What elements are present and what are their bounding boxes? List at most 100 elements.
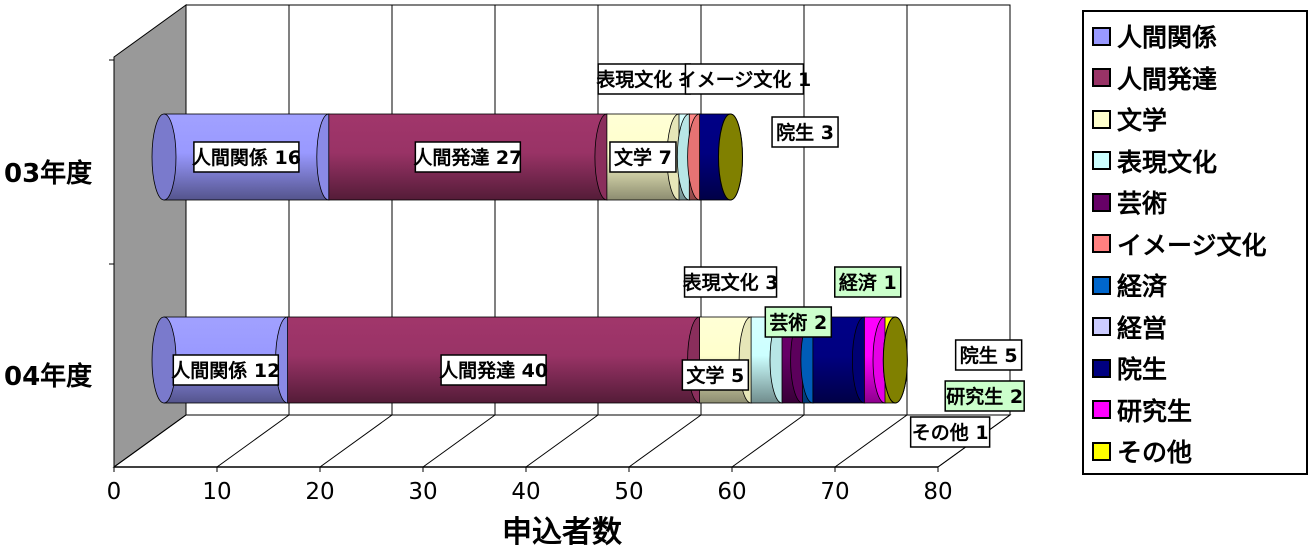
data-label-box bbox=[954, 339, 1023, 371]
x-tick-label: 50 bbox=[614, 479, 643, 505]
legend-label: 院生 bbox=[1117, 355, 1168, 384]
x-tick-label: 0 bbox=[107, 479, 122, 505]
data-label-series-undefined-row-1: 文学 5 bbox=[681, 359, 750, 391]
data-label-series-undefined-row-1: 人間発達 40 bbox=[439, 354, 548, 386]
data-label-box bbox=[764, 306, 833, 338]
data-label-text: 人間発達 27 bbox=[413, 146, 522, 169]
gridline-floor bbox=[319, 414, 393, 468]
legend-swatch bbox=[1092, 151, 1111, 170]
data-label-text: 芸術 2 bbox=[769, 311, 827, 334]
legend-swatch bbox=[1092, 358, 1111, 378]
data-label-box bbox=[681, 359, 750, 391]
legend-label: 文学 bbox=[1117, 106, 1168, 135]
data-label-series-undefined-row-0: 文学 7 bbox=[609, 141, 677, 173]
data-label-text: 人間関係 16 bbox=[192, 146, 301, 169]
data-label-box bbox=[414, 141, 522, 173]
data-label-box bbox=[609, 141, 677, 173]
data-label-text: 表現文化 1 bbox=[596, 68, 692, 91]
data-label-box bbox=[771, 116, 839, 148]
bar-end-cap-row-0 bbox=[718, 113, 743, 201]
data-label-text: 表現文化 3 bbox=[683, 271, 779, 294]
legend-swatch bbox=[1092, 192, 1111, 212]
data-label-text: 経済 1 bbox=[839, 271, 897, 294]
data-label-box bbox=[909, 416, 991, 448]
data-label-text: イメージ文化 1 bbox=[678, 68, 811, 91]
data-label-series-undefined-row-1: 芸術 2 bbox=[764, 306, 833, 338]
data-label-text: 文学 7 bbox=[614, 146, 672, 169]
category-label-0: 03年度 bbox=[4, 158, 92, 189]
legend-swatch bbox=[1092, 441, 1111, 461]
data-label-text: その他 1 bbox=[912, 421, 989, 444]
legend-swatch bbox=[1092, 317, 1111, 336]
data-label-series-undefined-row-0: 人間発達 27 bbox=[413, 141, 522, 173]
data-label-text: 研究生 2 bbox=[946, 385, 1023, 408]
data-label-box bbox=[172, 354, 280, 386]
data-label-text: 院生 5 bbox=[960, 344, 1018, 367]
data-label-text: 人間発達 40 bbox=[439, 359, 548, 382]
gridline-floor bbox=[834, 414, 908, 468]
legend-label: 人間関係 bbox=[1117, 23, 1218, 52]
legend-swatch bbox=[1092, 26, 1111, 46]
x-tick-label: 20 bbox=[305, 479, 334, 505]
legend-label: 人間発達 bbox=[1117, 64, 1218, 94]
legend-label: 芸術 bbox=[1117, 189, 1168, 218]
legend: 人間関係人間発達文学表現文化芸術イメージ文化 経済経営院生研究生その他 bbox=[1082, 10, 1308, 475]
x-tick-label: 60 bbox=[717, 479, 746, 505]
data-label-series-undefined-row-1: 研究生 2 bbox=[944, 380, 1025, 412]
legend-item-8: 院生 bbox=[1092, 348, 1167, 388]
bar-start-cap-row-0 bbox=[151, 113, 177, 201]
x-tick-label: 70 bbox=[820, 479, 849, 505]
x-axis-title: 申込者数 bbox=[502, 515, 623, 550]
data-label-box bbox=[597, 63, 691, 95]
legend-label: 表現文化 bbox=[1117, 147, 1218, 177]
x-tick-label: 80 bbox=[923, 479, 952, 505]
data-label-series-undefined-row-1: 表現文化 3 bbox=[683, 266, 779, 298]
data-label-series-undefined-row-0: 人間関係 16 bbox=[192, 141, 301, 173]
x-tick-label: 10 bbox=[202, 479, 231, 505]
data-label-text: 文学 5 bbox=[686, 364, 744, 387]
data-label-box bbox=[944, 380, 1025, 412]
x-tick-label: 40 bbox=[511, 479, 540, 505]
data-label-series-undefined-row-0: イメージ文化 1 bbox=[678, 63, 811, 95]
legend-label: 研究生 bbox=[1117, 396, 1193, 426]
gridline-floor bbox=[525, 414, 599, 468]
legend-label: その他 bbox=[1117, 438, 1193, 467]
gridline-floor bbox=[216, 414, 290, 468]
data-label-box bbox=[683, 266, 778, 298]
data-label-box bbox=[193, 141, 300, 173]
gridline-floor bbox=[731, 414, 805, 468]
legend-item-7: 経営 bbox=[1092, 307, 1167, 347]
gridline-floor bbox=[422, 414, 496, 468]
legend-swatch bbox=[1092, 400, 1111, 419]
legend-item-10: その他 bbox=[1092, 431, 1192, 471]
data-label-box bbox=[440, 354, 547, 386]
data-label-series-undefined-row-1: 院生 5 bbox=[954, 339, 1023, 371]
data-label-series-undefined-row-1: その他 1 bbox=[909, 416, 991, 448]
data-label-series-undefined-row-1: 経済 1 bbox=[834, 266, 902, 298]
legend-item-4: 芸術 bbox=[1092, 182, 1167, 222]
data-label-box bbox=[834, 266, 902, 298]
legend-label: イメージ文化 bbox=[1117, 230, 1267, 260]
legend-label: 経済 bbox=[1117, 272, 1168, 301]
data-label-text: 院生 3 bbox=[776, 121, 834, 144]
legend-swatch bbox=[1092, 234, 1111, 253]
legend-label: 経営 bbox=[1117, 313, 1168, 343]
gridline-floor bbox=[113, 414, 187, 468]
legend-item-9: 研究生 bbox=[1092, 390, 1192, 430]
legend-swatch bbox=[1092, 275, 1111, 295]
x-tick-label: 30 bbox=[408, 479, 437, 505]
data-label-text: 人間関係 12 bbox=[171, 359, 280, 382]
legend-item-2: 文学 bbox=[1092, 99, 1167, 139]
gridline-floor bbox=[628, 414, 702, 468]
data-label-series-undefined-row-0: 表現文化 1 bbox=[596, 63, 692, 95]
data-label-box bbox=[684, 63, 805, 95]
legend-item-5: イメージ文化 bbox=[1092, 224, 1267, 264]
legend-item-1: 人間発達 bbox=[1092, 58, 1217, 98]
legend-item-6: 経済 bbox=[1092, 265, 1167, 305]
data-label-series-undefined-row-1: 人間関係 12 bbox=[171, 354, 280, 386]
legend-swatch bbox=[1092, 109, 1111, 129]
bar-end-cap-row-1 bbox=[882, 316, 908, 404]
data-label-series-undefined-row-0: 院生 3 bbox=[771, 116, 839, 148]
